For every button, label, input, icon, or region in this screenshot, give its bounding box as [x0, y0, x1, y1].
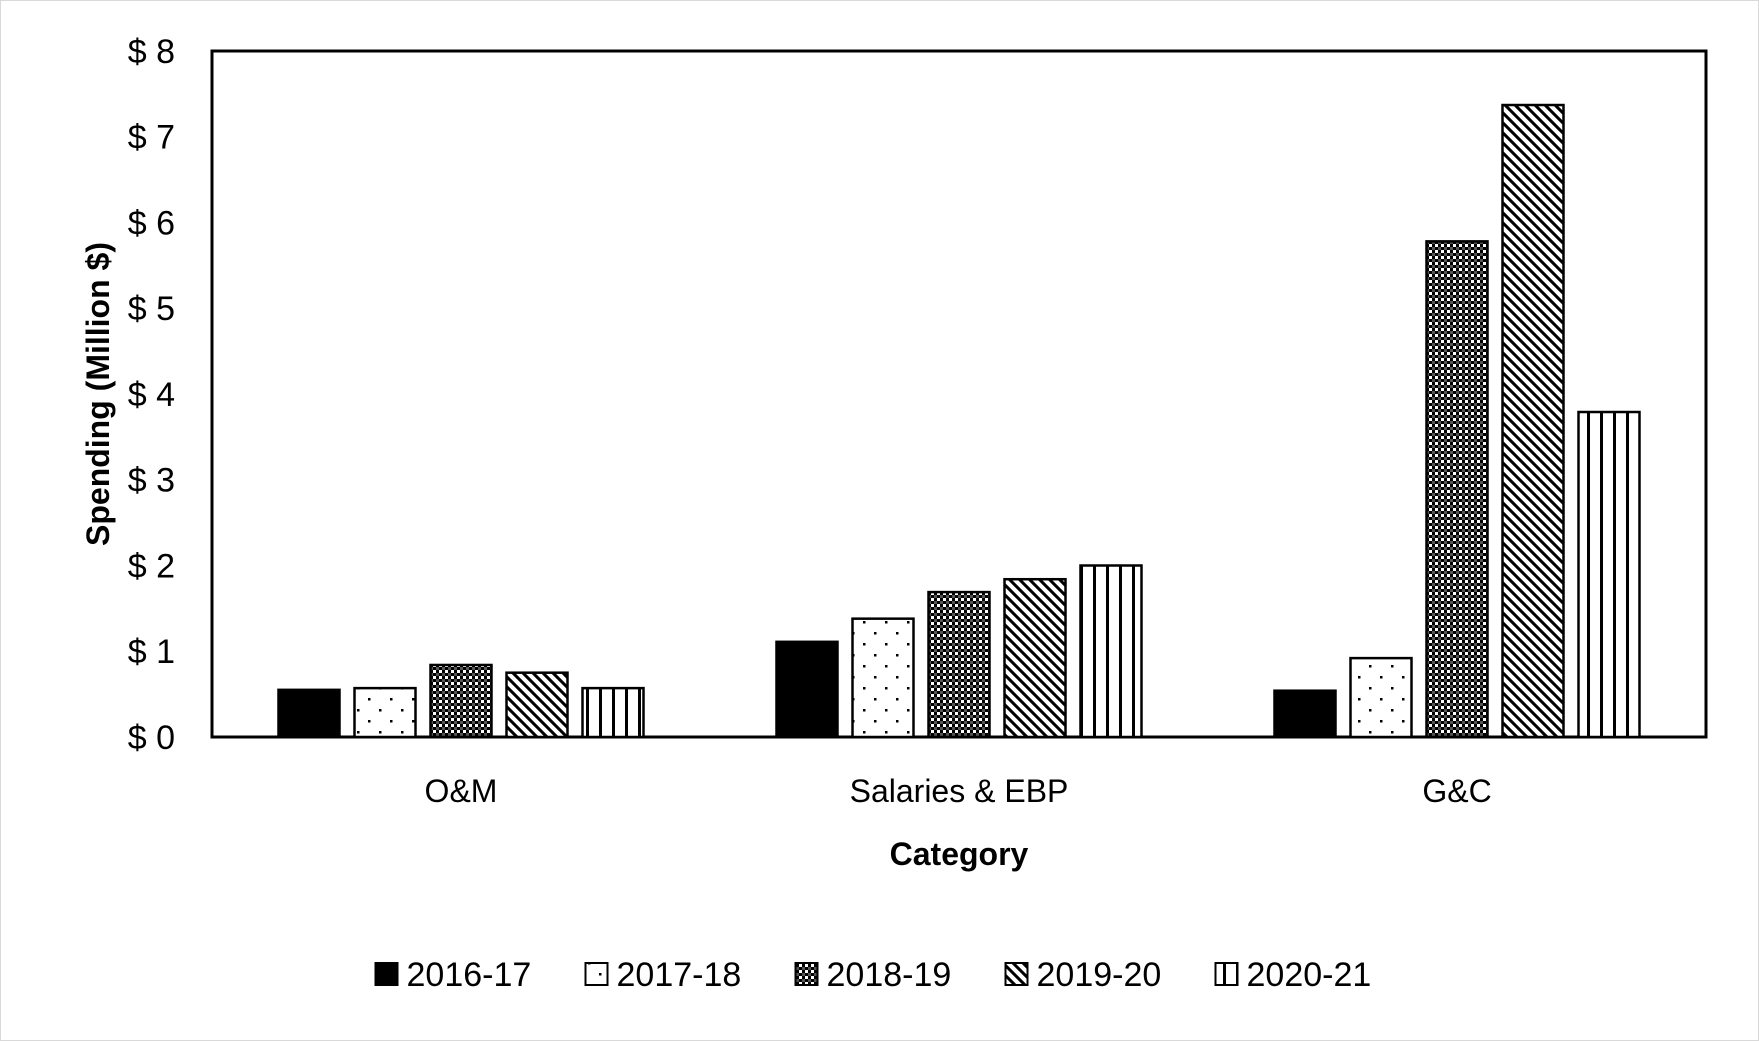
bar-2016-17-2 [1273, 689, 1337, 739]
bar-2017-18-1 [851, 617, 915, 739]
legend-label: 2020-21 [1247, 956, 1372, 994]
legend-swatch [584, 962, 609, 986]
y-tick-label: $ 5 [128, 290, 175, 328]
x-axis-title: Category [890, 836, 1029, 872]
bar-2018-19-1 [927, 590, 991, 739]
bar-2016-17-1 [775, 640, 839, 739]
legend: 2016-17 2017-18 2018-19 2019-20 2020-21 [374, 956, 1372, 994]
legend-label: 2016-17 [407, 956, 532, 994]
bar-2018-19-0 [429, 663, 493, 739]
y-tick-label: $ 2 [128, 547, 175, 585]
bar-2018-19-2 [1425, 240, 1489, 739]
y-tick-label: $ 6 [128, 204, 175, 242]
bar-2017-18-2 [1349, 656, 1413, 739]
legend-label: 2018-19 [827, 956, 952, 994]
bar-2020-21-2 [1577, 410, 1641, 739]
legend-swatch [1004, 962, 1029, 986]
y-tick-label: $ 4 [128, 376, 175, 414]
y-tick-label: $ 0 [128, 719, 175, 757]
legend-swatch [374, 962, 399, 986]
x-tick-label: Salaries & EBP [850, 773, 1069, 809]
x-tick-label: O&M [425, 773, 498, 809]
x-axis-category-labels: O&M Salaries & EBP G&C [425, 773, 1492, 809]
legend-swatch [1214, 962, 1239, 986]
bar-2020-21-0 [581, 686, 645, 739]
x-tick-label: G&C [1422, 773, 1491, 809]
legend-label: 2019-20 [1037, 956, 1162, 994]
y-tick-label: $ 1 [128, 633, 175, 671]
y-axis-ticks: $ 0 $ 1 $ 2 $ 3 $ 4 $ 5 $ 6 $ 7 $ 8 [128, 33, 175, 757]
bar-2016-17-0 [277, 688, 341, 739]
bar-2017-18-0 [353, 686, 417, 739]
legend-label: 2017-18 [617, 956, 742, 994]
y-tick-label: $ 8 [128, 33, 175, 71]
legend-swatch [794, 962, 819, 986]
bars-group [277, 103, 1641, 739]
bar-2019-20-0 [505, 671, 569, 739]
bar-2020-21-1 [1079, 564, 1143, 739]
bar-2019-20-2 [1501, 103, 1565, 739]
bar-2019-20-1 [1003, 577, 1067, 739]
y-tick-label: $ 7 [128, 119, 175, 157]
y-axis-title: Spending (Million $) [80, 242, 116, 546]
y-tick-label: $ 3 [128, 462, 175, 500]
